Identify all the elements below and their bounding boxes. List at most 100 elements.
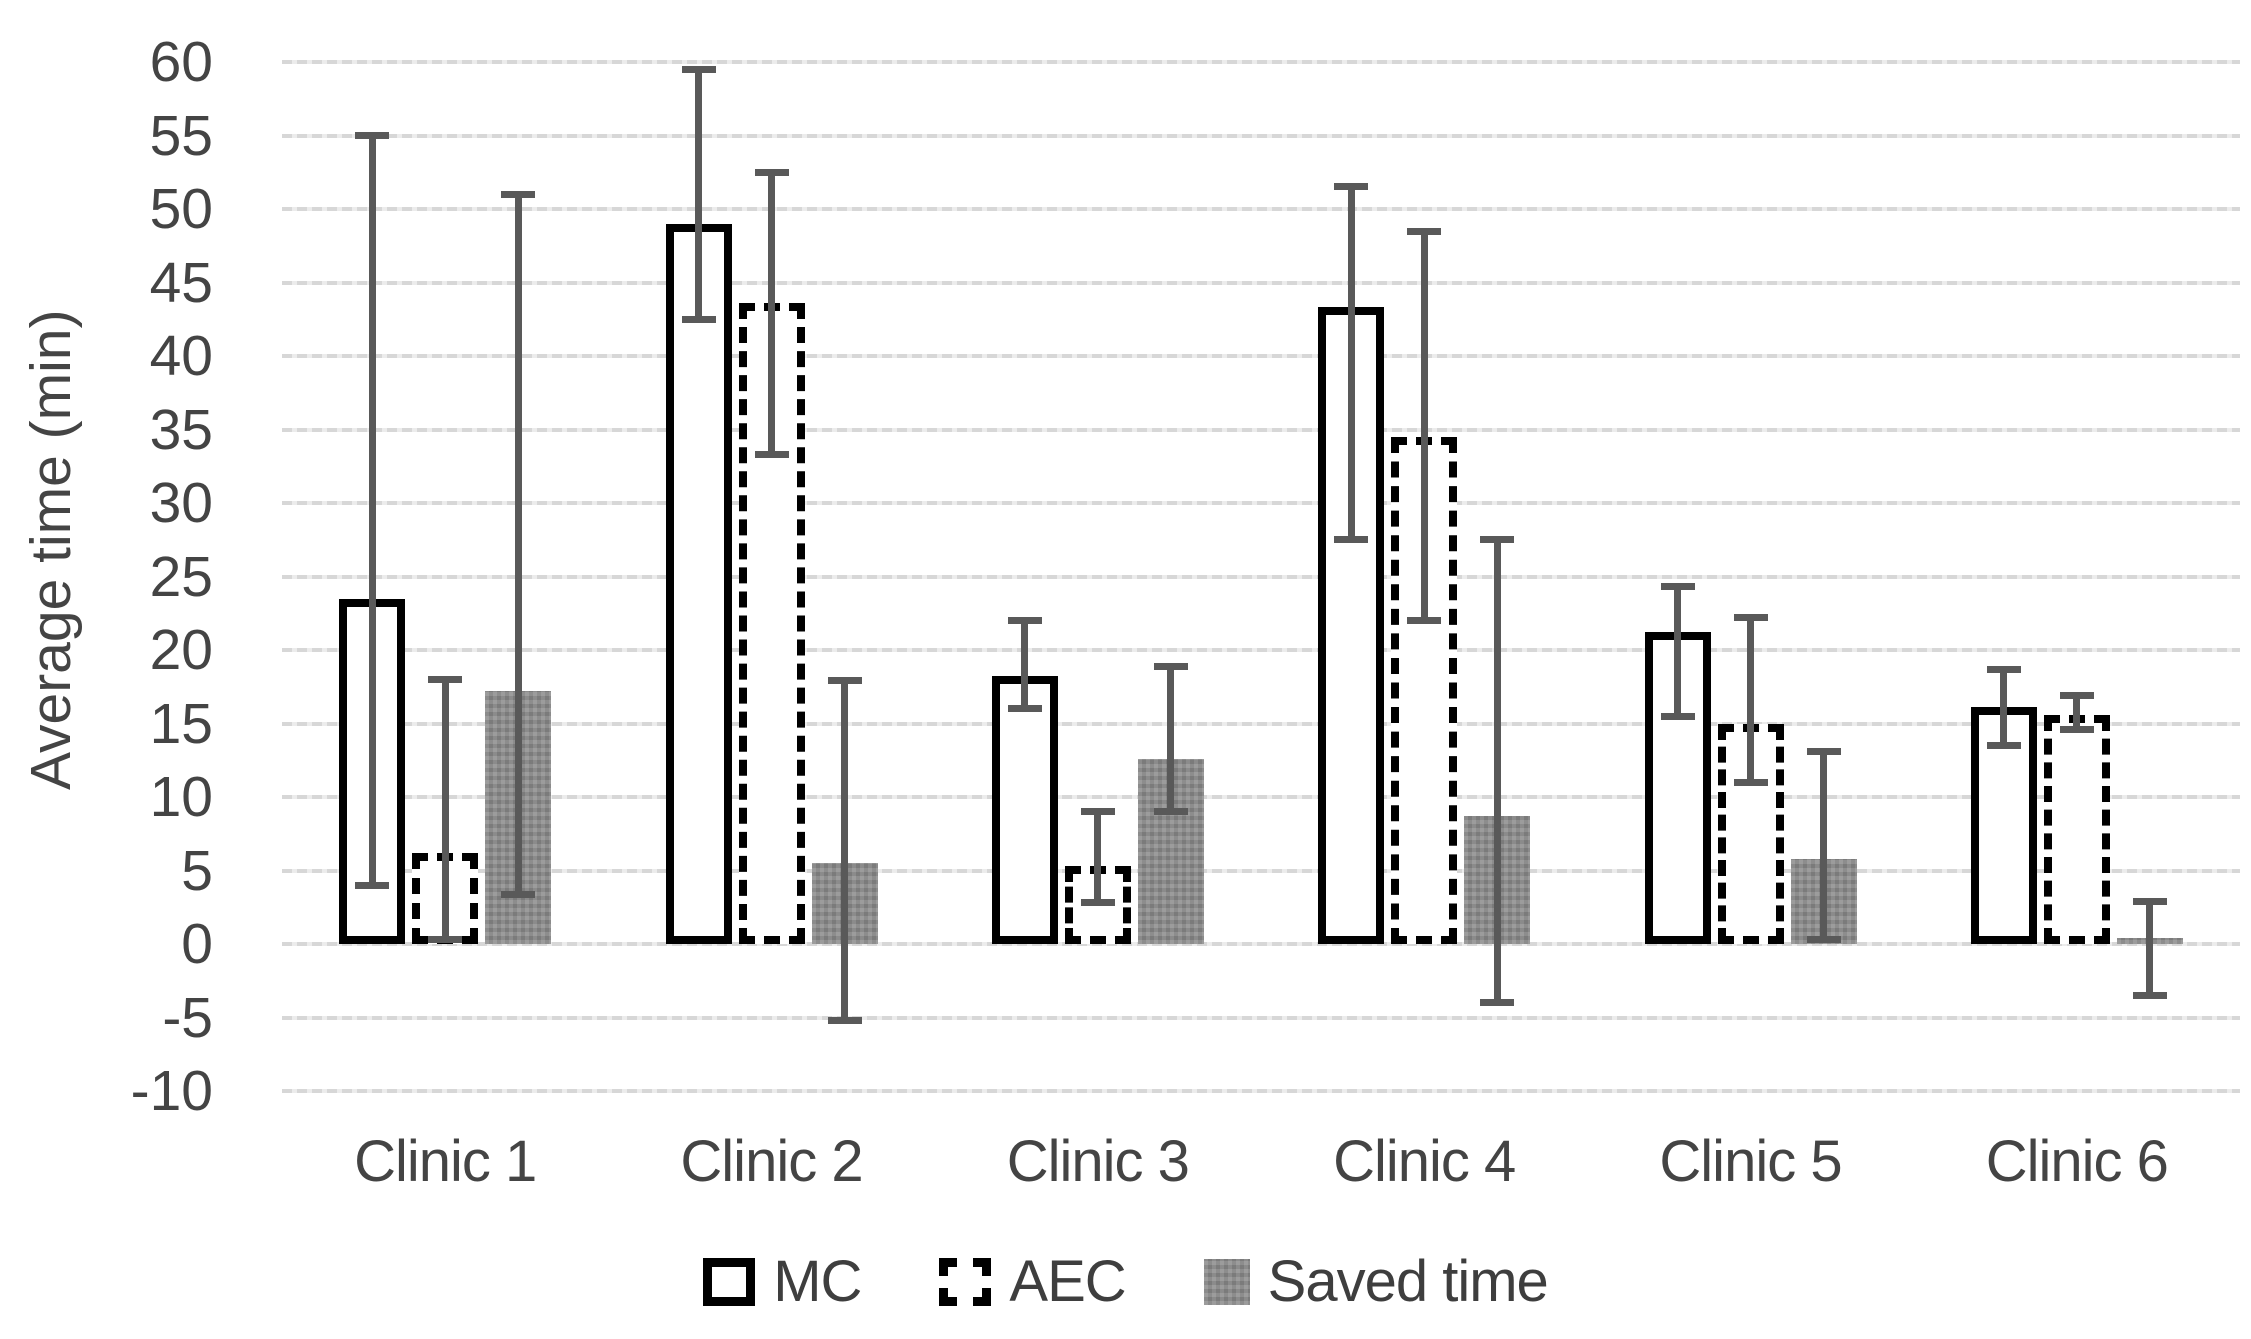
legend-item-mc: MC — [703, 1248, 862, 1315]
bar-mc-clinic-3 — [991, 676, 1058, 944]
y-tick-label--5: -5 — [162, 985, 213, 1050]
y-tick-label-20: 20 — [149, 618, 213, 682]
error-bar-top-cap-mc-1 — [355, 132, 390, 139]
error-bar-top-cap-aec-2 — [754, 168, 789, 176]
gridline--5 — [282, 1015, 2240, 1020]
error-bar-bottom-cap-aec-2 — [754, 450, 789, 458]
error-bar-bottom-cap-saved-time-6 — [2132, 991, 2167, 999]
error-bar-bottom-cap-mc-4 — [1334, 536, 1369, 544]
category-label-clinic-6: Clinic 6 — [1985, 1129, 2169, 1194]
error-bar-bottom-cap-mc-5 — [1660, 712, 1695, 720]
error-bar-bottom-cap-mc-2 — [681, 315, 716, 323]
gridline-45 — [282, 280, 2240, 285]
error-bar-line-mc-4 — [1347, 186, 1355, 540]
category-label-clinic-2: Clinic 2 — [680, 1129, 863, 1194]
saved-swatch-icon — [1203, 1258, 1250, 1305]
error-bar-bottom-cap-saved-time-3 — [1153, 808, 1188, 816]
legend-label-saved: Saved time — [1267, 1249, 1549, 1314]
category-label-clinic-1: Clinic 1 — [354, 1129, 537, 1194]
y-tick-label-30: 30 — [149, 471, 213, 535]
error-bar-top-cap-mc-4 — [1334, 183, 1369, 191]
error-bar-top-cap-aec-6 — [2059, 692, 2094, 700]
category-label-clinic-5: Clinic 5 — [1659, 1129, 1842, 1194]
error-bar-bottom-cap-mc-6 — [1986, 742, 2021, 750]
bar-mc-clinic-2 — [665, 223, 732, 944]
aec-swatch-icon — [939, 1257, 992, 1306]
category-label-clinic-3: Clinic 3 — [1006, 1129, 1190, 1194]
error-bar-bottom-cap-aec-4 — [1407, 617, 1442, 625]
gridline-5 — [282, 868, 2240, 873]
y-tick-label-5: 5 — [181, 838, 213, 903]
legend-item-saved: Saved time — [1203, 1248, 1549, 1315]
error-bar-bottom-cap-mc-1 — [355, 881, 390, 889]
legend: MC AEC Saved time — [0, 1248, 2251, 1315]
error-bar-line-aec-4 — [1420, 231, 1428, 621]
error-bar-top-cap-saved-time-6 — [2132, 897, 2167, 905]
error-bar-line-mc-5 — [1674, 586, 1681, 717]
error-bar-top-cap-aec-1 — [428, 675, 463, 683]
y-tick-label-45: 45 — [149, 250, 213, 315]
error-bar-top-cap-aec-4 — [1407, 227, 1442, 235]
gridline-50 — [282, 207, 2240, 211]
error-bar-line-saved-time-1 — [514, 194, 522, 895]
error-bar-line-mc-2 — [695, 69, 702, 320]
y-tick-label-55: 55 — [149, 103, 213, 168]
error-bar-line-aec-1 — [441, 679, 449, 940]
error-bar-top-cap-saved-time-3 — [1153, 662, 1188, 670]
error-bar-line-mc-3 — [1021, 620, 1029, 709]
category-label-clinic-4: Clinic 4 — [1333, 1129, 1516, 1194]
y-tick-label-35: 35 — [149, 397, 213, 462]
error-bar-line-saved-time-6 — [2146, 901, 2154, 996]
y-tick-label-15: 15 — [149, 691, 213, 756]
gridline-55 — [282, 133, 2240, 138]
error-bar-line-aec-2 — [768, 172, 775, 455]
gridline-35 — [282, 427, 2240, 432]
error-bar-top-cap-aec-5 — [1733, 614, 1768, 622]
error-bar-top-cap-saved-time-4 — [1480, 536, 1515, 544]
error-bar-line-mc-6 — [2000, 669, 2008, 746]
error-bar-bottom-cap-saved-time-4 — [1480, 999, 1515, 1007]
y-tick-label-0: 0 — [181, 912, 213, 976]
gridline-40 — [282, 354, 2240, 358]
error-bar-bottom-cap-aec-5 — [1733, 778, 1768, 786]
error-bar-line-saved-time-3 — [1167, 666, 1175, 812]
y-tick-label-60: 60 — [149, 30, 213, 94]
gridline-60 — [282, 60, 2240, 64]
y-tick-label--10: -10 — [130, 1059, 213, 1123]
error-bar-bottom-cap-aec-3 — [1080, 899, 1115, 907]
error-bar-bottom-cap-mc-3 — [1007, 705, 1042, 713]
error-bar-top-cap-mc-6 — [1986, 665, 2021, 673]
error-bar-top-cap-mc-3 — [1007, 617, 1042, 625]
error-bar-line-aec-3 — [1094, 811, 1102, 903]
error-bar-top-cap-saved-time-2 — [827, 677, 862, 685]
error-bar-bottom-cap-saved-time-1 — [501, 890, 536, 898]
error-bar-bottom-cap-saved-time-2 — [827, 1016, 862, 1024]
error-bar-bottom-cap-aec-6 — [2059, 725, 2094, 733]
error-bar-top-cap-mc-5 — [1660, 583, 1695, 591]
mc-swatch-icon — [703, 1257, 756, 1306]
gridline-0 — [282, 942, 2240, 946]
error-bar-bottom-cap-saved-time-5 — [1806, 936, 1841, 944]
gridline-30 — [282, 501, 2240, 505]
error-bar-bottom-cap-aec-1 — [428, 936, 463, 944]
y-tick-label-10: 10 — [149, 765, 213, 829]
error-bar-line-saved-time-5 — [1820, 751, 1827, 940]
y-tick-label-50: 50 — [149, 177, 213, 241]
error-bar-line-aec-6 — [2073, 695, 2081, 730]
gridline-10 — [282, 795, 2240, 799]
error-bar-line-aec-5 — [1747, 617, 1754, 783]
gridline-20 — [282, 648, 2240, 652]
y-tick-label-40: 40 — [149, 324, 213, 388]
error-bar-top-cap-aec-3 — [1080, 808, 1115, 816]
error-bar-top-cap-mc-2 — [681, 65, 716, 73]
legend-label-aec: AEC — [1009, 1249, 1126, 1314]
gridline--10 — [282, 1089, 2240, 1093]
bar-aec-clinic-6 — [2043, 714, 2110, 944]
gridline-15 — [282, 721, 2240, 726]
error-bar-line-mc-1 — [368, 135, 376, 886]
error-bar-line-saved-time-2 — [841, 680, 848, 1021]
error-bar-line-saved-time-4 — [1493, 539, 1501, 1003]
gridline-25 — [282, 574, 2240, 579]
error-bar-top-cap-saved-time-5 — [1806, 747, 1841, 755]
